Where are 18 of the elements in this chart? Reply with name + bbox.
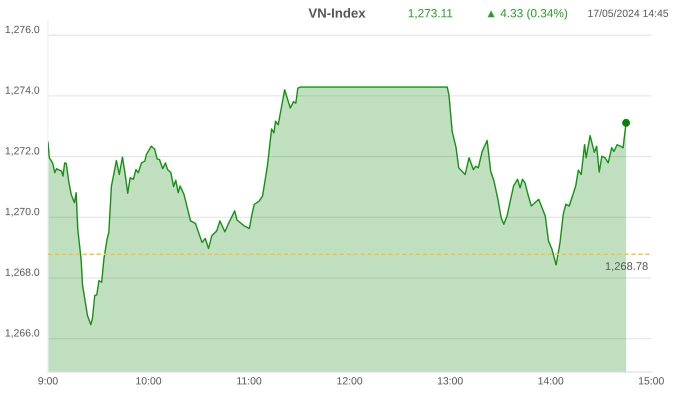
x-tick-label: 10:00 (136, 377, 162, 385)
y-tick-label: 1,266.0 (6, 329, 40, 338)
text: ▲ 4.33 (0.34%) (488, 8, 568, 20)
y-tick-label: 1,270.0 (6, 208, 40, 216)
x-tick-label: 11:00 (237, 377, 262, 385)
ref-line-label: 1,268.78 (606, 262, 648, 272)
text: 17/05/2024 14:45 (588, 9, 668, 18)
x-tick-label: 13:00 (438, 377, 463, 385)
y-tick-label: 1,272.0 (6, 147, 40, 156)
x-tick-label: 15:00 (638, 377, 664, 385)
text: 1,273.11 (408, 9, 452, 19)
x-tick-label: 9:00 (38, 377, 58, 385)
x-tick-label: 14:00 (538, 377, 564, 385)
y-tick-label: 1,274.0 (6, 86, 40, 96)
chart-title: VN-Index (308, 8, 366, 18)
y-tick-label: 1,268.0 (6, 268, 40, 278)
x-tick-label: 12:00 (337, 377, 362, 385)
y-tick-label: 1,276.0 (6, 26, 40, 34)
